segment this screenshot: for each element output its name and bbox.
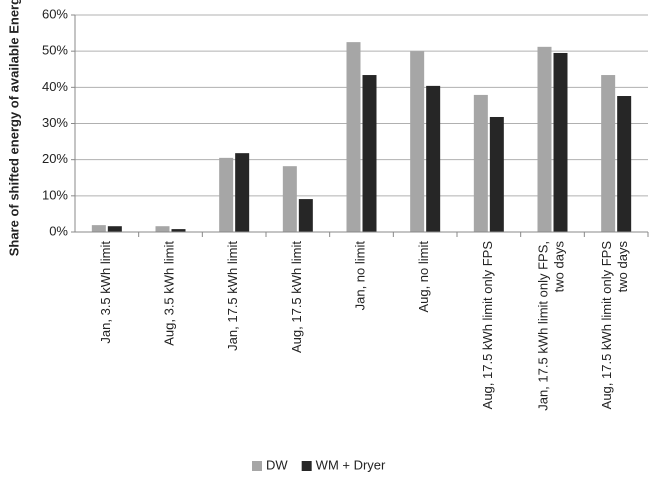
bar [617,96,632,232]
bar [489,116,504,232]
x-tick-label-line: Jan, 17.5 kWh limit only FPS, [536,241,551,411]
x-tick-label-line: Aug, 17.5 kWh limit [289,241,304,353]
bar [537,46,552,233]
y-tick-label: 20% [42,151,68,166]
bar [473,94,488,232]
x-tick-label-line: Jan, no limit [353,241,368,311]
y-tick-label: 0% [49,223,68,238]
bar [298,199,313,232]
legend-swatch [301,461,312,471]
bar [171,229,186,232]
x-tick-label: Jan, 17.5 kWh limit [226,241,241,351]
x-tick-label-line: Jan, 3.5 kWh limit [98,241,113,344]
x-tick-label-line: two days [616,241,631,293]
bar [91,225,106,232]
x-tick-label-line: Aug, no limit [417,241,432,313]
bar [553,52,568,232]
x-tick-label: Aug, 17.5 kWh limit only FPS [480,241,495,410]
bar [410,51,425,232]
x-tick-label: Aug, 17.5 kWh limit [289,241,304,353]
y-tick-label: 10% [42,187,68,202]
x-tick-label-line: Aug, 17.5 kWh limit only FPS [480,241,495,410]
legend-label: DW [266,457,288,472]
x-tick-label: Jan, no limit [353,241,368,311]
x-tick-label-line: Aug, 17.5 kWh limit only FPS [600,241,615,410]
bar [362,75,377,232]
bar [346,42,361,232]
bar [282,166,297,232]
legend-swatch [252,461,262,471]
x-tick-label: Jan, 3.5 kWh limit [98,241,113,344]
y-tick-label: 60% [42,6,68,21]
bar [155,226,170,232]
y-tick-label: 30% [42,115,68,130]
bar [107,226,122,232]
bar [235,153,250,232]
y-axis-title: Share of shifted energy of available Ene… [6,0,21,256]
x-tick-label-line: Jan, 17.5 kWh limit [226,241,241,351]
x-tick-label-line: two days [552,241,567,293]
bar [601,75,616,232]
bar [426,85,441,233]
legend-label: WM + Dryer [316,457,386,472]
x-tick-label: Aug, 3.5 kWh limit [162,241,177,346]
bar [219,157,234,232]
x-tick-label-line: Aug, 3.5 kWh limit [162,241,177,346]
y-tick-label: 40% [42,79,68,94]
x-tick-label: Jan, 17.5 kWh limit only FPS,two days [536,241,567,411]
x-tick-label: Aug, 17.5 kWh limit only FPStwo days [600,241,631,410]
y-tick-label: 50% [42,43,68,58]
x-tick-label: Aug, no limit [417,241,432,313]
